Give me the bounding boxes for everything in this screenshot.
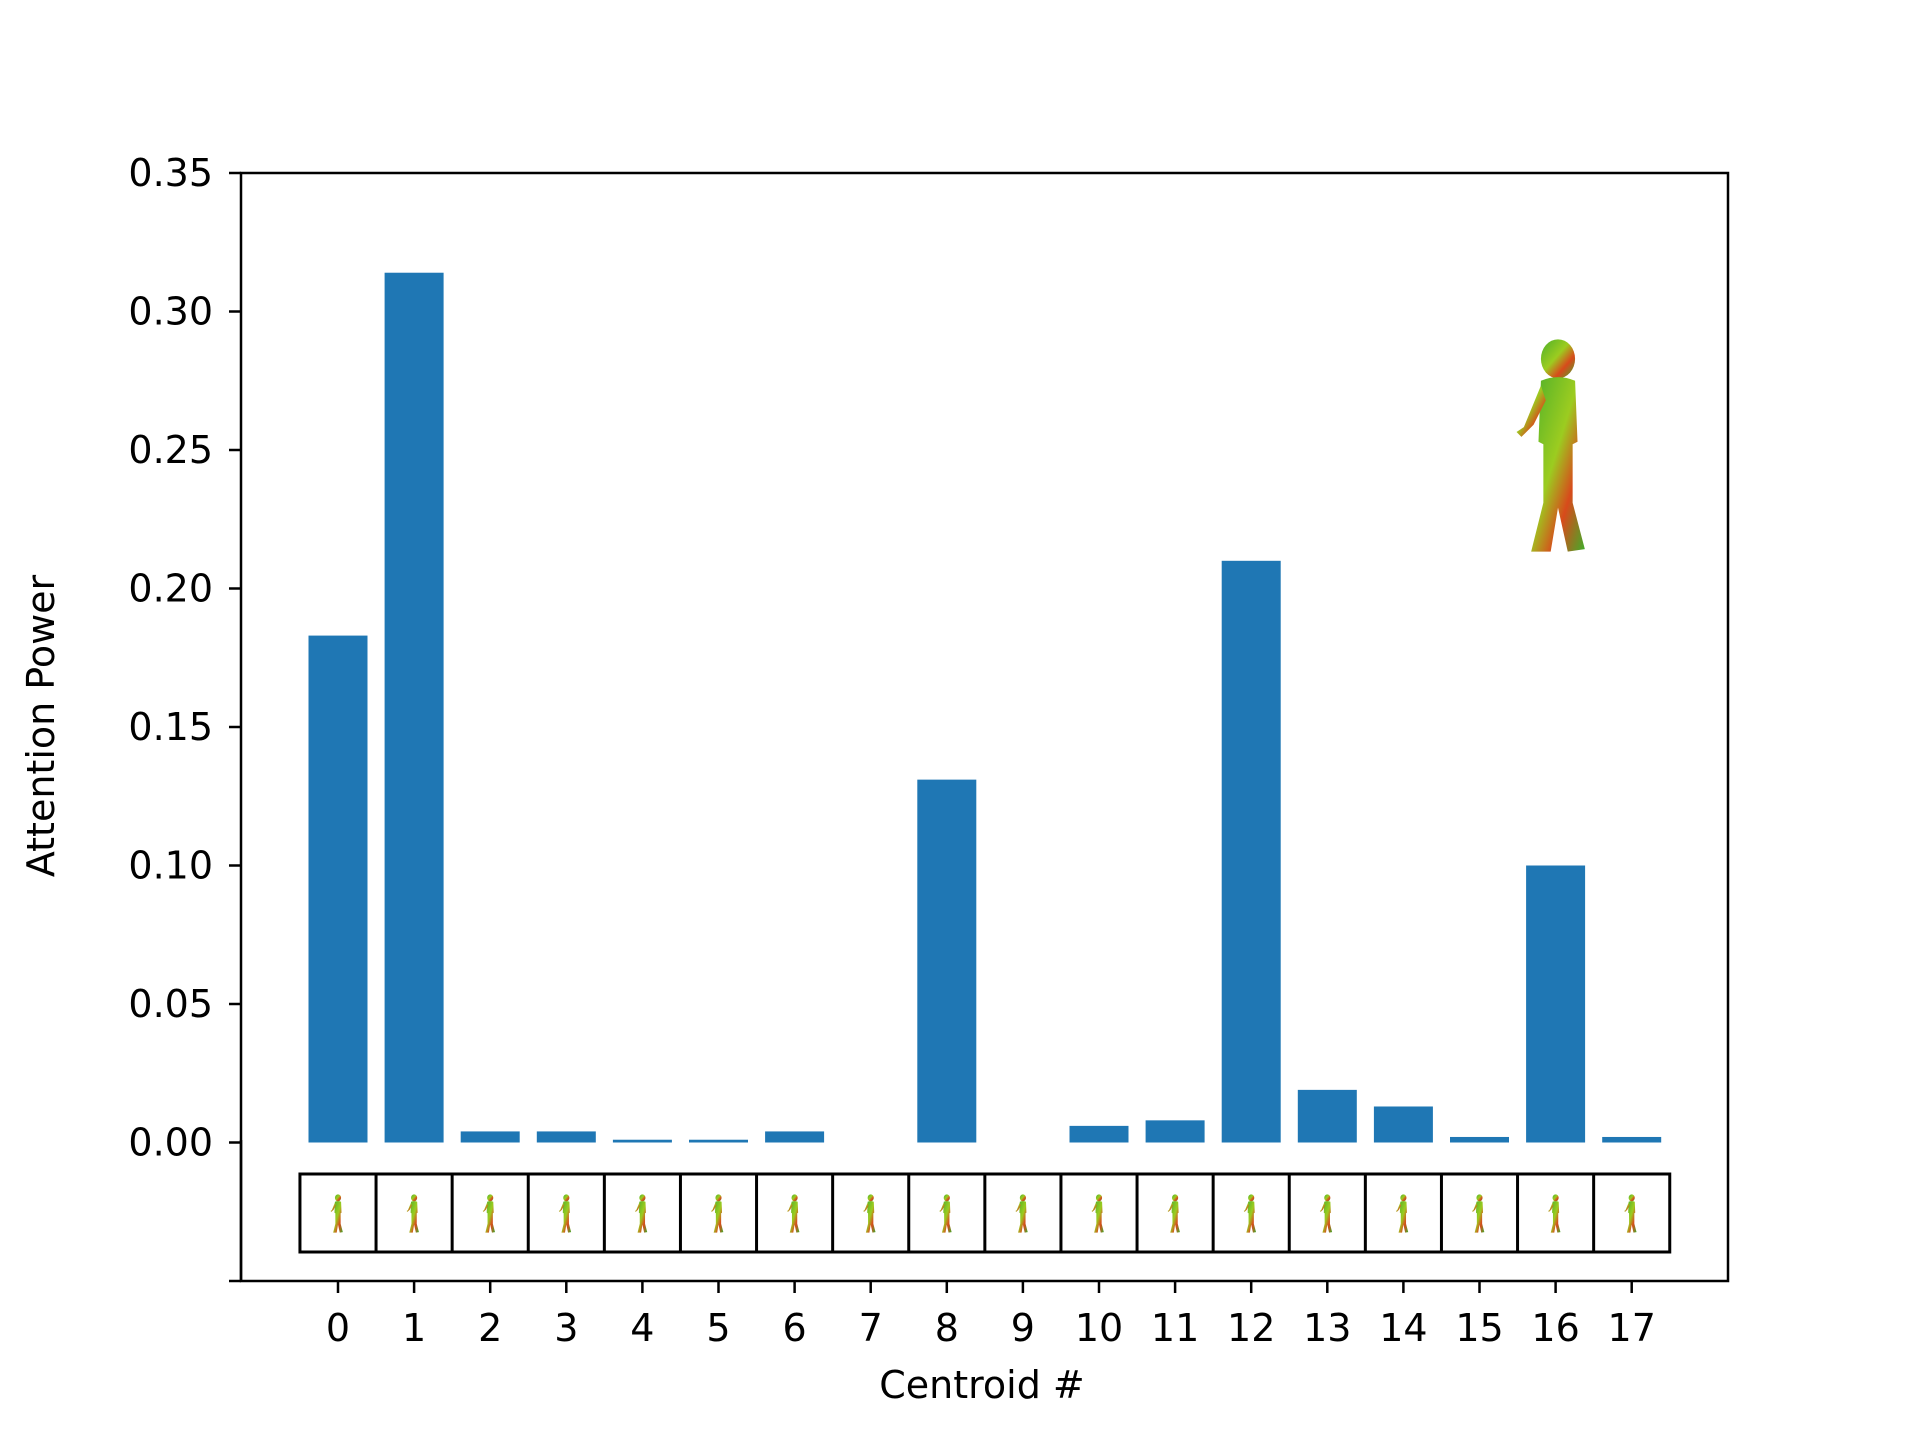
- bar-centroid-1: [384, 272, 444, 1143]
- plot-area: [239, 171, 1730, 1283]
- x-tick-label: 7: [859, 1306, 883, 1350]
- y-tick-label: 0.20: [128, 567, 213, 611]
- bar-centroid-5: [689, 1139, 748, 1143]
- x-tick-label: 1: [402, 1306, 426, 1350]
- x-tick-label: 6: [783, 1306, 807, 1350]
- y-tick-label: 0.30: [128, 290, 213, 334]
- y-tick-label: 0.00: [128, 1121, 213, 1165]
- x-axis-label: Centroid #: [879, 1363, 1085, 1407]
- bar-centroid-15: [1450, 1136, 1509, 1143]
- x-tick-label: 5: [706, 1306, 730, 1350]
- bar-centroid-8: [917, 779, 977, 1143]
- bars-group: [308, 272, 1662, 1143]
- bar-centroid-2: [460, 1131, 520, 1143]
- bar-centroid-6: [765, 1131, 825, 1143]
- y-axis-label: Attention Power: [19, 574, 63, 877]
- bar-centroid-12: [1221, 560, 1281, 1143]
- x-tick-label: 14: [1379, 1306, 1427, 1350]
- bar-centroid-16: [1526, 865, 1586, 1143]
- x-tick-label: 9: [1011, 1306, 1035, 1350]
- x-tick-label: 0: [326, 1306, 350, 1350]
- bar-centroid-4: [612, 1139, 672, 1143]
- bar-centroid-14: [1373, 1106, 1433, 1143]
- x-tick-label: 17: [1608, 1306, 1656, 1350]
- y-tick-label: 0.15: [128, 705, 213, 749]
- x-tick-label: 4: [630, 1306, 654, 1350]
- y-tick-label: 0.10: [128, 844, 213, 888]
- y-tick-label: 0.35: [128, 151, 213, 195]
- bar-centroid-13: [1297, 1089, 1357, 1143]
- x-tick-label: 11: [1151, 1306, 1199, 1350]
- bar-centroid-3: [536, 1131, 596, 1143]
- bar-centroid-10: [1069, 1125, 1129, 1143]
- x-tick-label: 10: [1075, 1306, 1123, 1350]
- y-tick-label: 0.25: [128, 428, 213, 472]
- x-tick-label: 12: [1227, 1306, 1275, 1350]
- x-axis-ticks: 0 1 2 3 4 5 6 7 8 9 10 11 12 13 14 15 16 17: [326, 1281, 1656, 1350]
- x-tick-label: 2: [478, 1306, 502, 1350]
- x-tick-label: 15: [1455, 1306, 1503, 1350]
- centroid-thumbnail-strip: [298, 1172, 1672, 1254]
- bar-centroid-17: [1602, 1136, 1662, 1143]
- x-tick-label: 16: [1531, 1306, 1579, 1350]
- bar-centroid-0: [308, 635, 368, 1143]
- y-axis-ticks: 0.00 0.05 0.10 0.15 0.20 0.25 0.30 0.35: [128, 151, 241, 1283]
- x-tick-label: 13: [1303, 1306, 1351, 1350]
- bar-centroid-11: [1145, 1120, 1205, 1143]
- y-tick-label: 0.05: [128, 982, 213, 1026]
- x-tick-label: 8: [935, 1306, 959, 1350]
- x-tick-label: 3: [554, 1306, 578, 1350]
